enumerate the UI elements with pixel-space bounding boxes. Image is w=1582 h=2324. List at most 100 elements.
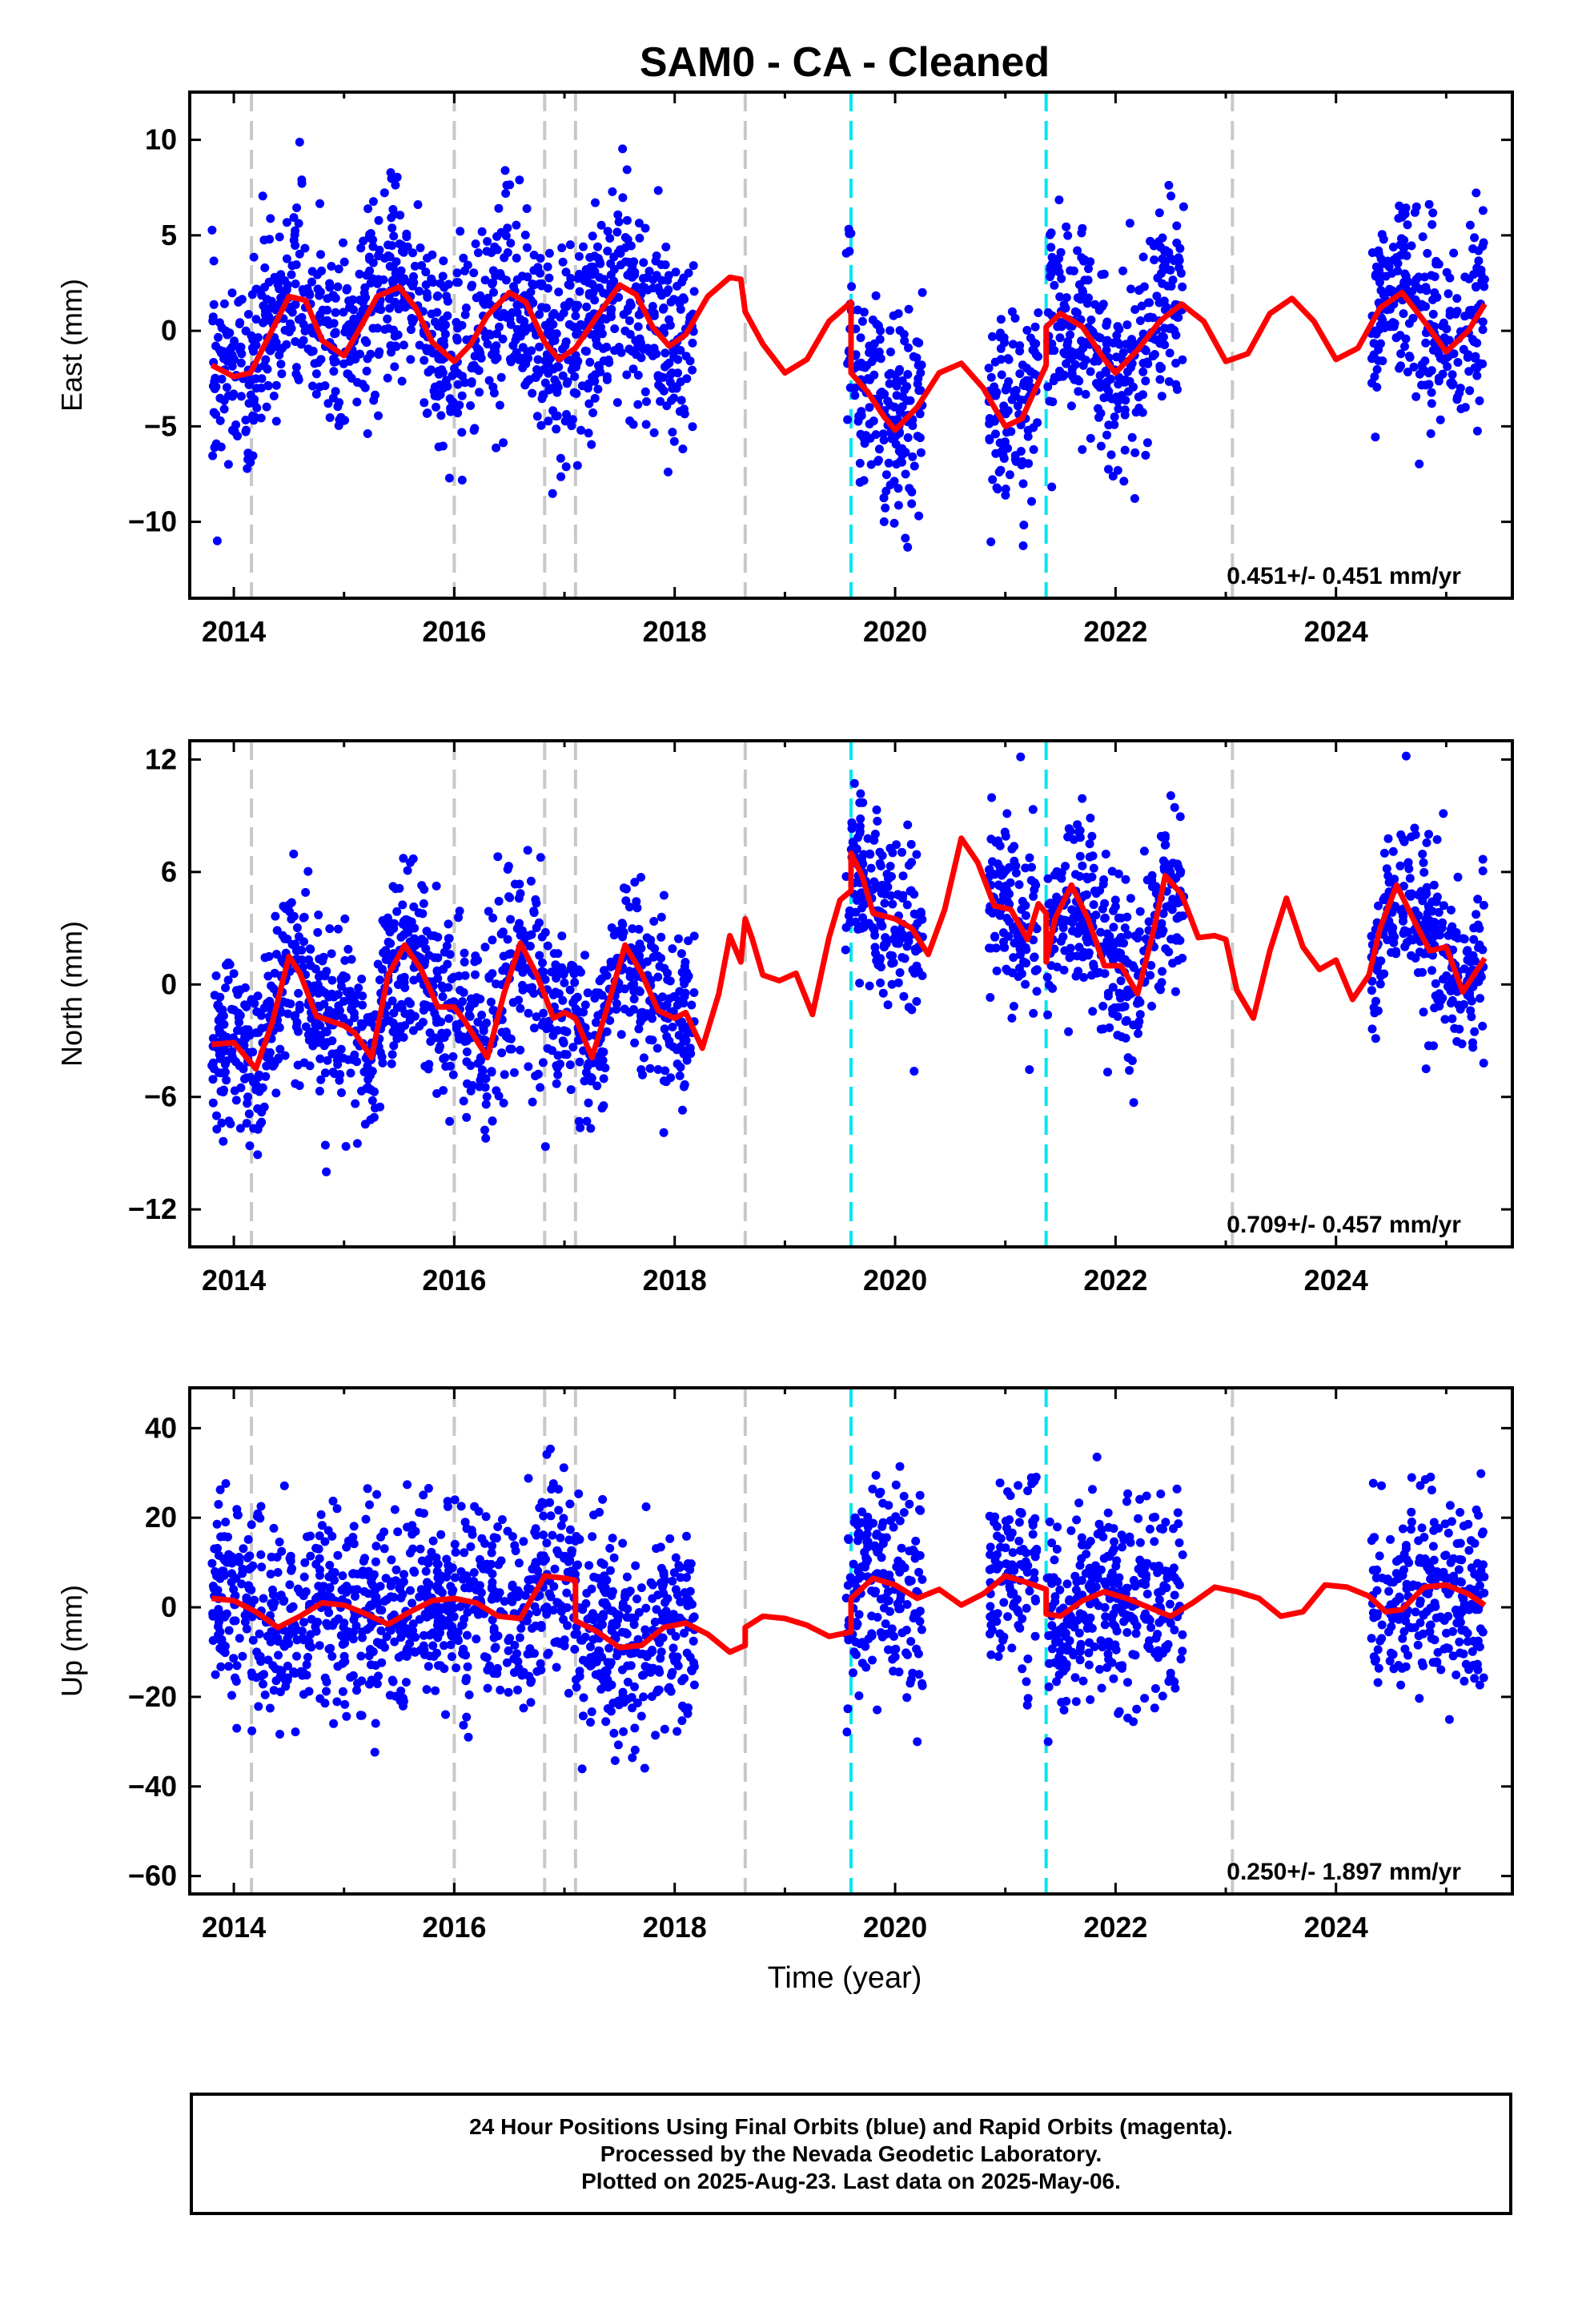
data-point (608, 1586, 617, 1596)
data-point (995, 332, 1005, 342)
data-point (232, 1723, 242, 1733)
data-point (653, 186, 663, 195)
data-point (859, 476, 869, 485)
data-point (1031, 880, 1041, 890)
data-point (987, 793, 997, 802)
data-point (222, 383, 231, 392)
data-point (674, 934, 683, 943)
data-point (475, 1082, 484, 1092)
data-point (1442, 971, 1452, 980)
data-point (378, 964, 387, 974)
data-point (618, 193, 628, 203)
data-point (1130, 305, 1140, 314)
data-point (254, 1072, 263, 1082)
data-point (606, 308, 616, 318)
data-point (1443, 289, 1453, 299)
data-point (392, 1034, 402, 1043)
data-point (416, 954, 426, 963)
data-point (677, 396, 686, 405)
data-point (526, 876, 536, 886)
data-point (327, 949, 336, 959)
data-point (538, 958, 547, 967)
data-point (554, 362, 564, 372)
data-point (459, 253, 468, 263)
data-point (442, 292, 452, 301)
data-point (512, 220, 521, 230)
data-point (1380, 893, 1390, 903)
data-point (665, 976, 675, 986)
data-point (467, 282, 476, 292)
data-point (586, 1718, 595, 1727)
data-point (1011, 868, 1021, 878)
data-point (1030, 952, 1039, 962)
data-point (995, 841, 1005, 850)
data-point (1399, 882, 1408, 891)
data-point (255, 1087, 264, 1096)
data-point (482, 1092, 492, 1101)
data-point (673, 1059, 682, 1068)
data-point (1469, 337, 1479, 347)
data-point (1434, 373, 1443, 383)
data-point (669, 436, 679, 446)
data-point (914, 511, 924, 521)
data-point (1058, 923, 1068, 932)
data-point (630, 878, 640, 887)
data-point (855, 459, 865, 468)
data-point (860, 899, 869, 909)
data-point (509, 1068, 519, 1077)
data-point (651, 1731, 661, 1740)
data-point (423, 1578, 432, 1587)
data-point (314, 1582, 323, 1591)
data-point (622, 215, 632, 225)
data-point (1059, 965, 1069, 975)
data-point (1089, 900, 1098, 910)
data-point (243, 464, 252, 473)
data-point (623, 1604, 632, 1614)
data-point (450, 1495, 460, 1505)
data-point (1091, 911, 1101, 920)
data-point (343, 1055, 353, 1064)
data-point (476, 291, 485, 300)
data-point (1172, 221, 1182, 231)
data-point (224, 1626, 234, 1635)
data-point (282, 340, 291, 349)
data-point (1086, 367, 1095, 376)
data-point (562, 410, 571, 419)
data-point (661, 242, 671, 251)
data-point (382, 1632, 391, 1642)
data-point (1007, 1013, 1017, 1023)
data-point (855, 822, 865, 831)
data-point (383, 324, 393, 333)
data-point (484, 972, 494, 982)
data-point (556, 472, 566, 481)
data-point (1130, 448, 1140, 457)
data-point (1047, 482, 1057, 492)
data-point (481, 1133, 491, 1143)
data-point (613, 248, 623, 257)
data-point (1170, 802, 1179, 812)
data-point (1106, 374, 1115, 384)
data-point (306, 1551, 315, 1561)
data-point (1084, 948, 1094, 958)
x-tick-label: 2022 (1083, 1264, 1147, 1297)
data-point (1478, 1021, 1488, 1031)
data-point (288, 1602, 298, 1611)
data-point (640, 223, 650, 233)
data-point (363, 354, 372, 364)
data-point (1427, 399, 1436, 408)
data-point (489, 388, 499, 398)
data-point (1029, 935, 1038, 945)
data-point (562, 1050, 572, 1059)
data-point (909, 968, 919, 978)
data-point (661, 1066, 670, 1076)
data-point (1371, 1034, 1380, 1043)
data-point (421, 280, 431, 290)
data-point (865, 981, 874, 991)
data-point (432, 1013, 441, 1023)
data-point (543, 262, 552, 271)
data-point (294, 988, 303, 998)
data-point (648, 1014, 656, 1023)
data-point (285, 1580, 295, 1590)
data-point (668, 428, 677, 437)
data-point (374, 1671, 383, 1681)
